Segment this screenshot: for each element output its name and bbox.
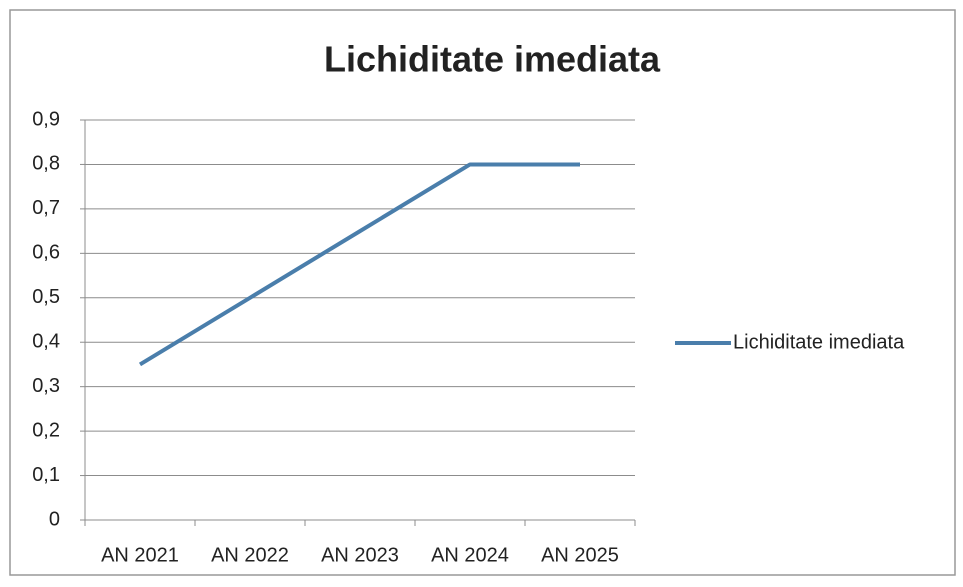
y-tick-label: 0,6 [32, 242, 60, 264]
y-tick-label: 0 [49, 508, 60, 530]
y-tick-label: 0,2 [32, 419, 60, 441]
x-tick-label: AN 2023 [321, 544, 399, 566]
x-tick-label: AN 2025 [541, 544, 619, 566]
x-tick-label: AN 2022 [211, 544, 289, 566]
y-tick-label: 0,7 [32, 197, 60, 219]
chart-frame [9, 9, 956, 576]
y-tick-label: 0,5 [32, 286, 60, 308]
y-tick-label: 0,4 [32, 331, 60, 353]
x-tick-label: AN 2024 [431, 544, 509, 566]
y-tick-label: 0,1 [32, 464, 60, 486]
y-tick-label: 0,3 [32, 375, 60, 397]
x-tick-label: AN 2021 [101, 544, 179, 566]
y-tick-label: 0,9 [32, 108, 60, 130]
legend-label: Lichiditate imediata [733, 331, 905, 353]
data-line [138, 162, 580, 367]
y-tick-label: 0,8 [32, 153, 60, 175]
chart-title: Lichiditate imediata [324, 39, 661, 80]
